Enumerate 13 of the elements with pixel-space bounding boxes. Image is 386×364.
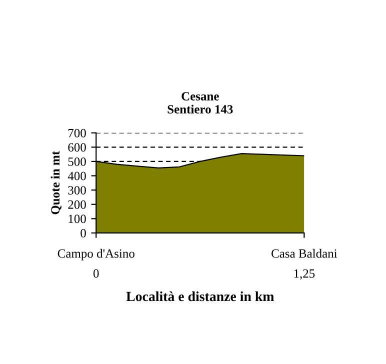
y-tick-label: 700 xyxy=(68,128,86,138)
chart-title: Cesane Sentiero 143 xyxy=(168,92,233,114)
y-tick-label: 200 xyxy=(68,200,86,209)
y-tick-label: 500 xyxy=(68,157,86,166)
x-axis-title: Località e distanze in km xyxy=(126,291,274,302)
x-tick-label: Campo d'Asino 0 xyxy=(58,248,134,278)
x-tick-label: Casa Baldani 1,25 xyxy=(272,248,338,280)
y-tick-label: 400 xyxy=(68,172,86,180)
y-tick-label: 600 xyxy=(68,143,86,152)
y-tick-label: 100 xyxy=(68,214,86,224)
y-tick-label: 0 xyxy=(80,228,86,238)
y-tick-label: 300 xyxy=(68,186,86,195)
y-axis-title: Quote in mt xyxy=(50,151,62,214)
